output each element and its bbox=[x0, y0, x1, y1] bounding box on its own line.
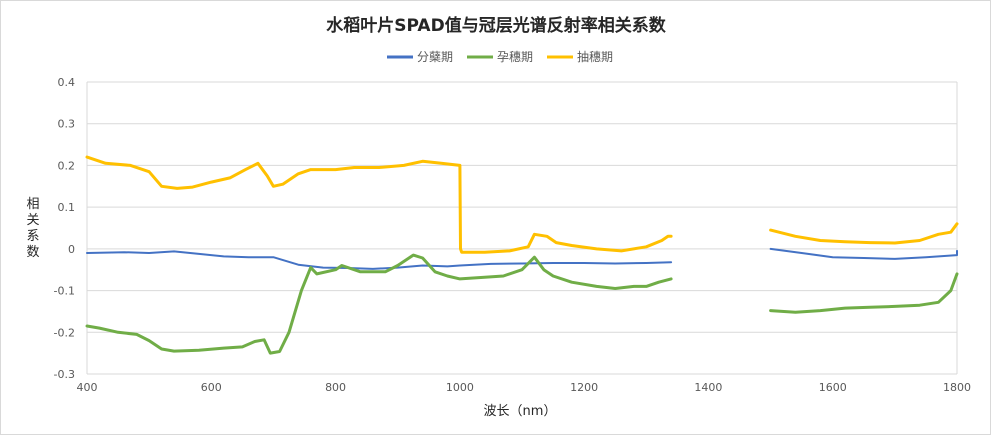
x-tick-label: 600 bbox=[201, 381, 222, 394]
y-tick-label: 0.1 bbox=[58, 201, 76, 214]
y-tick-label: 0.4 bbox=[58, 76, 76, 89]
x-tick-label: 800 bbox=[325, 381, 346, 394]
series-line-3 bbox=[769, 222, 959, 245]
y-tick-label: 0 bbox=[68, 243, 75, 256]
series-line-3 bbox=[85, 155, 673, 254]
series-line-2 bbox=[85, 253, 673, 355]
series-line-1 bbox=[769, 247, 958, 260]
y-tick-label: -0.3 bbox=[54, 368, 75, 381]
x-tick-label: 1400 bbox=[694, 381, 722, 394]
y-tick-label: -0.2 bbox=[54, 326, 75, 339]
legend-label: 抽穗期 bbox=[577, 50, 613, 64]
y-tick-label: 0.2 bbox=[58, 159, 76, 172]
y-tick-label: 0.3 bbox=[58, 118, 76, 131]
series-line-1 bbox=[86, 250, 673, 270]
chart-title: 水稻叶片SPAD值与冠层光谱反射率相关系数 bbox=[326, 15, 666, 36]
y-axis-label: 相关系数 bbox=[26, 197, 39, 260]
legend-label: 分蘖期 bbox=[417, 49, 453, 64]
legend: 分蘖期 孕穗期 抽穗期 bbox=[387, 49, 613, 64]
plot-lines bbox=[85, 155, 959, 355]
series-line-2 bbox=[769, 272, 959, 314]
y-axis-ticks: 0.4 0.3 0.2 0.1 0 -0.1 -0.2 -0.3 bbox=[54, 76, 75, 381]
y-tick-label: -0.1 bbox=[54, 285, 75, 298]
x-axis-ticks: 400 600 800 1000 1200 1400 1600 1800 bbox=[77, 381, 972, 394]
legend-label: 孕穗期 bbox=[497, 50, 533, 64]
x-tick-label: 1200 bbox=[570, 381, 598, 394]
x-tick-label: 1600 bbox=[819, 381, 847, 394]
gridlines bbox=[86, 81, 958, 375]
x-tick-label: 1000 bbox=[446, 381, 474, 394]
x-tick-label: 400 bbox=[77, 381, 98, 394]
x-tick-label: 1800 bbox=[943, 381, 971, 394]
x-axis-label: 波长（nm） bbox=[484, 404, 557, 419]
